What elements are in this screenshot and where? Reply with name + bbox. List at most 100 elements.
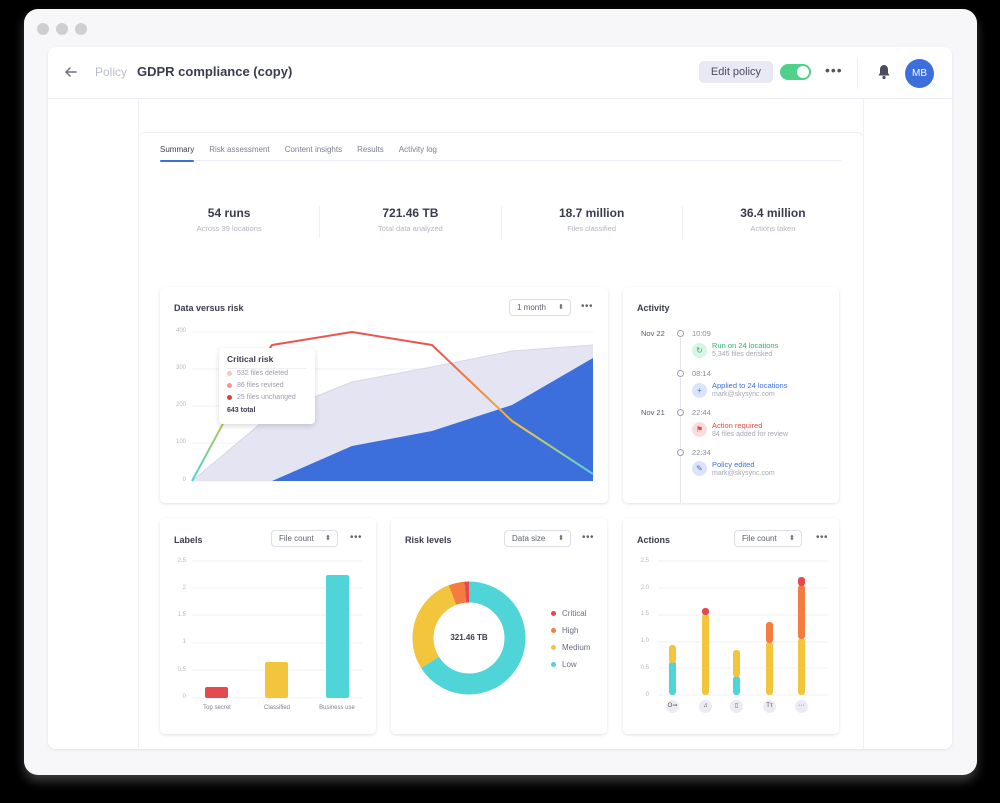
critical-risk-tooltip: Critical risk 532 files deleted 86 files… <box>219 348 315 424</box>
music-icon[interactable]: ♫ <box>699 700 712 713</box>
y-tick: 1.0 <box>640 638 649 644</box>
risk-levels-card: Risk levels Data size ⬍ ••• 321.46 TB Cri… <box>391 518 607 734</box>
card-title: Activity <box>637 303 670 313</box>
phone-icon[interactable]: ▯ <box>730 700 743 713</box>
card-more-button[interactable]: ••• <box>581 301 594 312</box>
legend-label: Low <box>562 660 577 669</box>
y-tick: 1.5 <box>177 612 186 618</box>
x-label: Business use <box>319 705 355 711</box>
text-icon[interactable]: Tт <box>763 700 776 713</box>
card-more-button[interactable]: ••• <box>582 532 595 543</box>
maximize-window-button[interactable] <box>75 23 87 35</box>
flag-icon: ⚑ <box>692 422 707 437</box>
stat-value: 54 runs <box>207 206 251 220</box>
actions-stacked-bar-chart <box>658 560 828 696</box>
breadcrumb-policy[interactable]: Policy <box>95 65 128 79</box>
stat-data-analyzed: 721.46 TB Total data analyzed <box>320 206 502 238</box>
stat-label: Across 39 locations <box>196 224 262 233</box>
y-tick: 0.5 <box>177 667 186 673</box>
tooltip-row-text: 25 files unchanged <box>237 394 296 401</box>
page-header: Policy GDPR compliance (copy) Edit polic… <box>48 47 952 99</box>
y-tick: 2 <box>182 585 186 591</box>
legend-dot <box>551 611 556 616</box>
tab-summary[interactable]: Summary <box>160 145 195 162</box>
x-label: Classified <box>263 705 290 711</box>
tooltip-row: 532 files deleted <box>227 370 288 377</box>
avatar[interactable]: MB <box>905 59 934 88</box>
actions-card: Actions File count ⬍ ••• 2.5 2.0 1.5 1.0 … <box>623 518 839 734</box>
card-more-button[interactable]: ••• <box>816 532 829 543</box>
tooltip-total: 643 total <box>227 407 256 414</box>
stat-value: 36.4 million <box>740 206 806 220</box>
activity-time: 22:34 <box>692 448 711 457</box>
more-options-button[interactable]: ••• <box>825 62 843 78</box>
window-controls <box>37 23 87 35</box>
activity-date: Nov 21 <box>641 408 665 417</box>
stat-value: 18.7 million <box>558 206 625 220</box>
toggle-knob <box>797 66 809 78</box>
card-more-button[interactable]: ••• <box>350 532 363 543</box>
timeline-node <box>677 330 684 337</box>
activity-date: Nov 22 <box>641 329 665 338</box>
activity-time: 08:14 <box>692 369 711 378</box>
key-icon[interactable]: O⊸ <box>666 700 679 713</box>
chevron-updown-icon: ⬍ <box>558 535 564 542</box>
labels-metric-select[interactable]: File count ⬍ <box>271 530 338 547</box>
activity-title[interactable]: Applied to 24 locations <box>712 381 788 390</box>
time-range-select[interactable]: 1 month ⬍ <box>509 299 571 316</box>
select-value: Data size <box>512 534 546 543</box>
close-window-button[interactable] <box>37 23 49 35</box>
tab-bar: Summary Risk assessment Content insights… <box>160 145 841 162</box>
activity-subtitle: 5,345 files derisked <box>712 351 773 358</box>
legend-label: High <box>562 626 579 635</box>
bell-icon <box>878 65 890 80</box>
stat-files-classified: 18.7 million Files classified <box>502 206 683 238</box>
more-icon[interactable]: ⋯ <box>795 700 808 713</box>
tab-results[interactable]: Results <box>357 145 384 154</box>
activity-title[interactable]: Run on 24 locations <box>712 341 779 350</box>
timeline-node <box>677 449 684 456</box>
stats-row: 54 runs Across 39 locations 721.46 TB To… <box>139 206 863 238</box>
tab-risk-assessment[interactable]: Risk assessment <box>209 145 270 154</box>
card-title: Labels <box>174 535 203 545</box>
left-rail-divider <box>138 99 139 749</box>
back-button[interactable] <box>64 62 84 82</box>
activity-title[interactable]: Action required <box>712 421 763 430</box>
actions-metric-select[interactable]: File count ⬍ <box>734 530 802 547</box>
y-tick: 300 <box>175 365 186 371</box>
activity-time: 10:09 <box>692 329 711 338</box>
right-rail-divider <box>863 99 864 749</box>
arrow-left-icon <box>64 67 77 77</box>
y-tick: 0 <box>182 694 186 700</box>
tooltip-row: 86 files revised <box>227 382 284 389</box>
legend-medium: Medium <box>551 643 590 652</box>
minimize-window-button[interactable] <box>56 23 68 35</box>
y-tick: 0.5 <box>640 665 649 671</box>
tooltip-divider <box>227 368 307 369</box>
chevron-updown-icon: ⬍ <box>789 535 795 542</box>
legend-dot <box>551 628 556 633</box>
risk-levels-donut <box>412 581 526 695</box>
tab-content-insights[interactable]: Content insights <box>284 145 343 154</box>
stat-value: 721.46 TB <box>382 206 439 220</box>
stat-runs: 54 runs Across 39 locations <box>139 206 321 238</box>
tooltip-row-text: 86 files revised <box>237 382 284 389</box>
risk-metric-select[interactable]: Data size ⬍ <box>504 530 571 547</box>
stat-label: Actions taken <box>750 224 796 233</box>
chevron-updown-icon: ⬍ <box>558 304 564 311</box>
tooltip-row-text: 532 files deleted <box>237 370 288 377</box>
notifications-button[interactable] <box>877 64 891 80</box>
tab-activity-log[interactable]: Activity log <box>398 145 437 154</box>
card-title: Risk levels <box>405 535 452 545</box>
activity-subtitle: mark@skysync.com <box>712 470 775 477</box>
edit-policy-button[interactable]: Edit policy <box>699 61 773 83</box>
data-versus-risk-chart <box>191 331 594 482</box>
activity-title[interactable]: Policy edited <box>712 460 755 469</box>
y-tick: 1.5 <box>640 611 649 617</box>
card-title: Data versus risk <box>174 303 244 313</box>
policy-enabled-toggle[interactable] <box>780 64 811 80</box>
stat-label: Total data analyzed <box>378 224 443 233</box>
y-tick: 1 <box>182 639 186 645</box>
y-tick: 100 <box>175 439 186 445</box>
select-value: File count <box>279 534 314 543</box>
